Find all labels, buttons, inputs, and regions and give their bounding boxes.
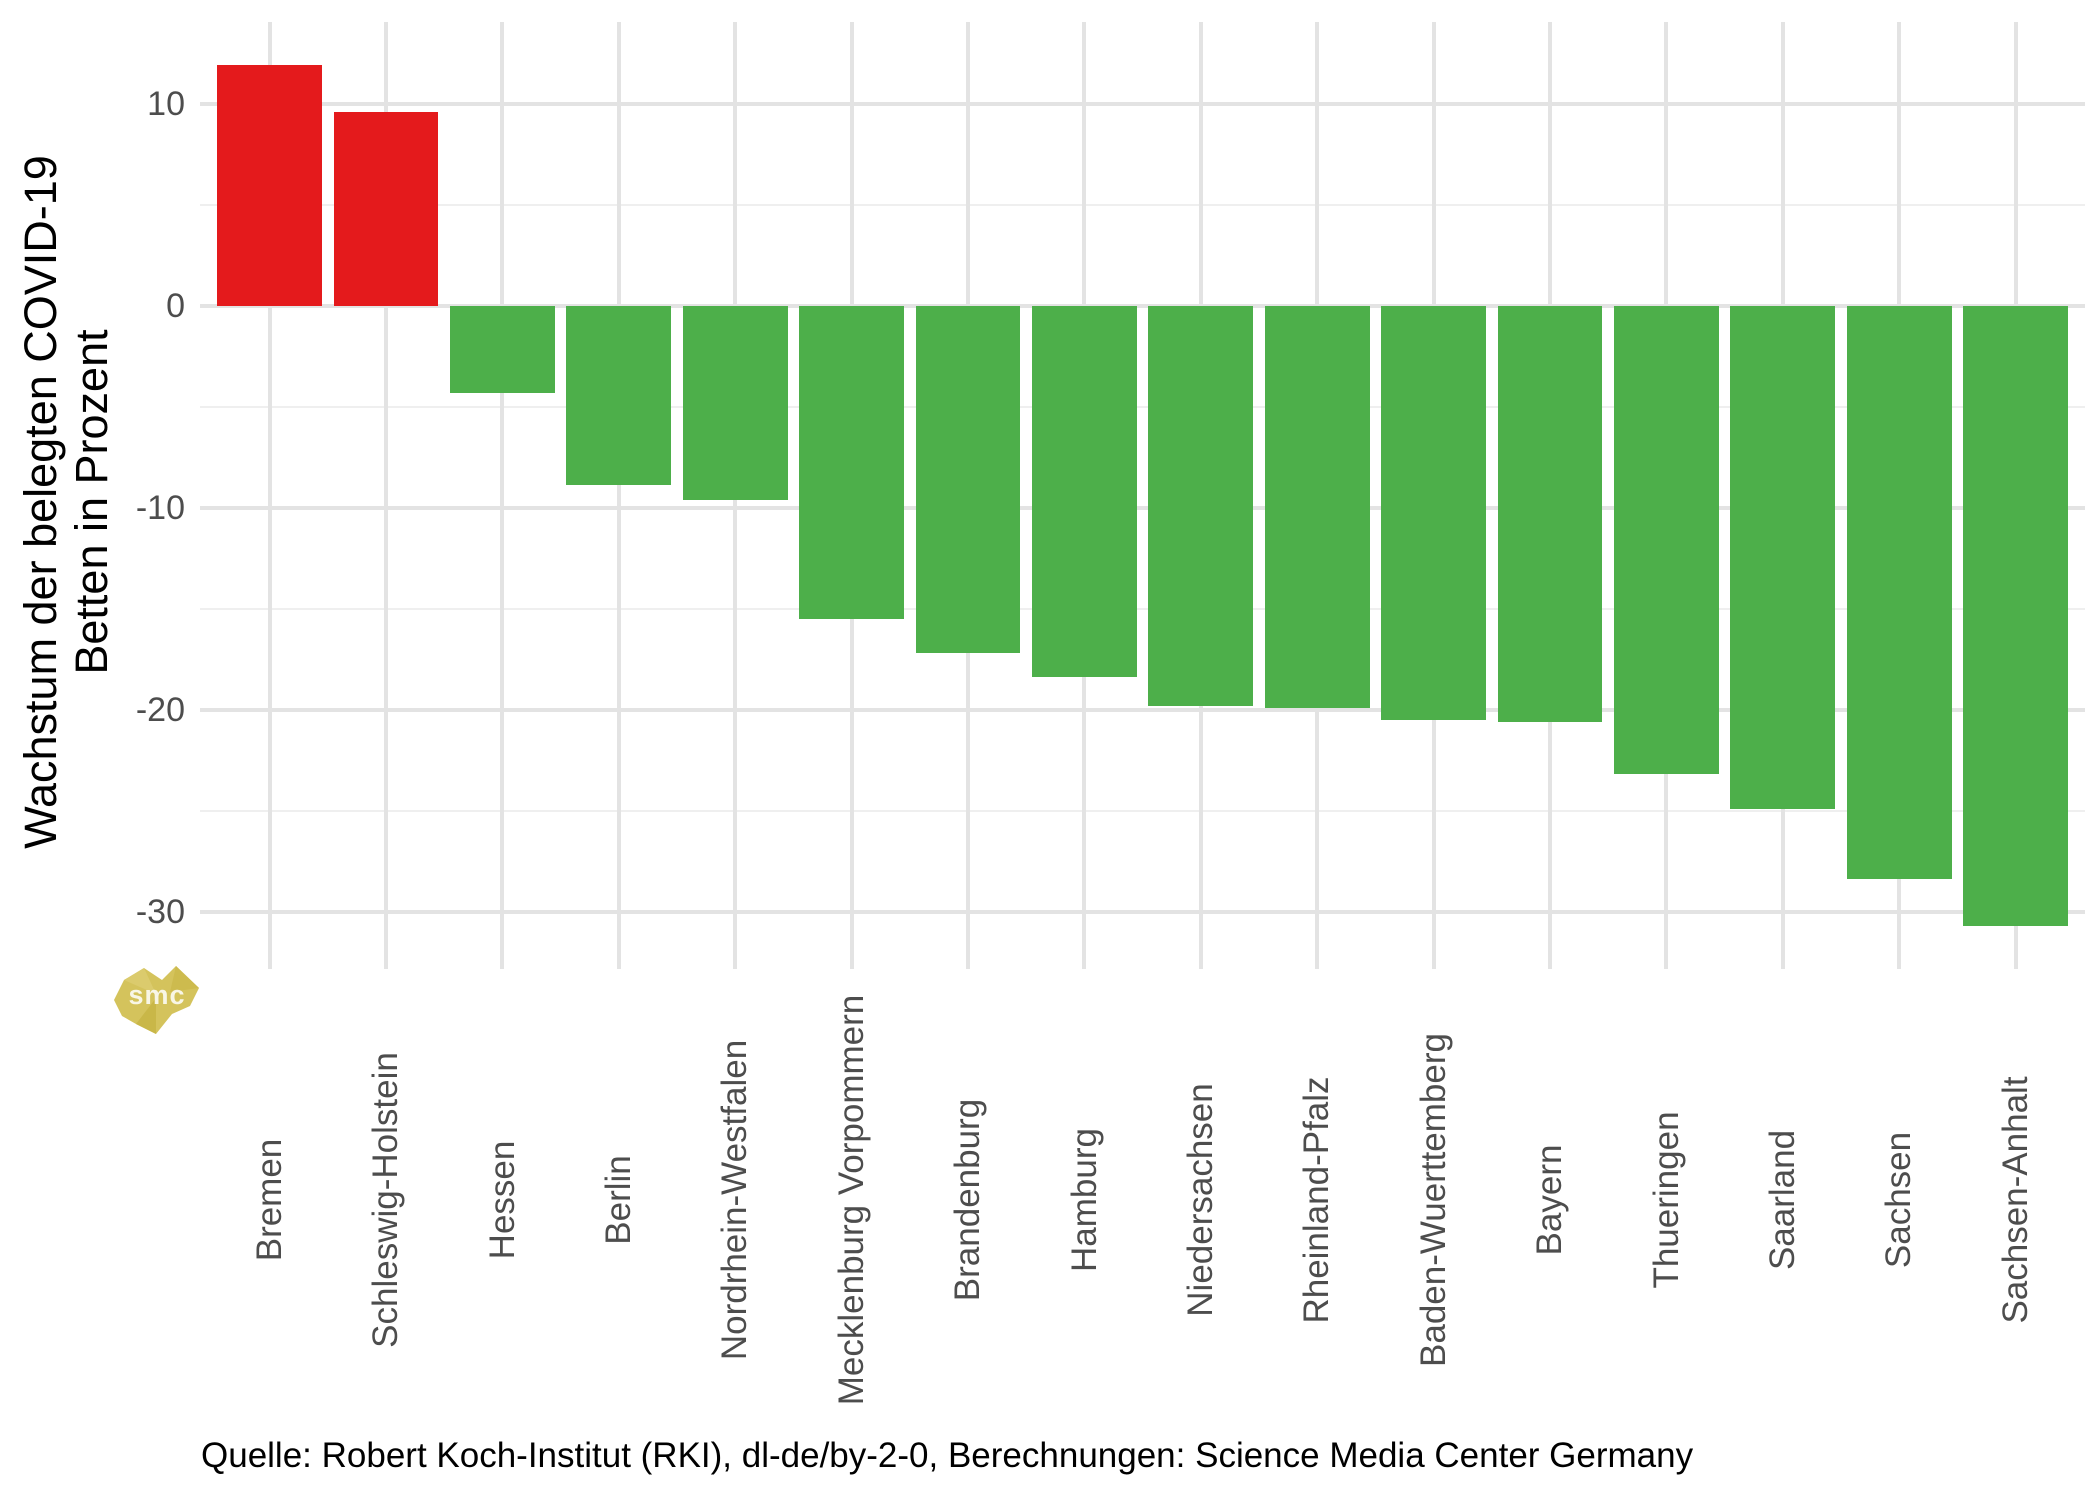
- bar-Thueringen: [1614, 305, 1719, 775]
- bar-Sachsen-Anhalt: [1963, 305, 2069, 926]
- x-category-label: Bayern: [1530, 1144, 1570, 1256]
- minor-gridline: [199, 607, 2086, 610]
- bar-Bremen: [217, 65, 323, 306]
- x-category-label: Baden-Wuerttemberg: [1413, 1033, 1453, 1367]
- x-category-label: Saarland: [1762, 1129, 1802, 1271]
- category-gridline: [384, 22, 389, 969]
- x-category-label: Rheinland-Pfalz: [1297, 1076, 1337, 1324]
- y-tick-label: 10: [147, 84, 185, 123]
- category-gridline: [267, 22, 272, 969]
- minor-gridline: [199, 809, 2086, 812]
- bar-Hamburg: [1032, 305, 1137, 678]
- minor-gridline: [199, 203, 2086, 206]
- bar-Saarland: [1730, 305, 1836, 809]
- bar-Hessen: [450, 305, 555, 393]
- y-tick-label: 0: [166, 286, 185, 325]
- bar-Brandenburg: [915, 305, 1021, 654]
- x-category-label: Mecklenburg Vorpommern: [831, 994, 871, 1406]
- smc-logo-facet: [170, 966, 199, 992]
- x-category-label: Schleswig-Holstein: [366, 1052, 406, 1348]
- bar-Baden-Wuerttemberg: [1381, 305, 1487, 720]
- x-category-label: Nordrhein-Westfalen: [715, 1039, 755, 1361]
- x-category-label: Bremen: [249, 1138, 289, 1262]
- bar-Nordrhein-Westfalen: [682, 305, 788, 500]
- x-category-label: Sachsen-Anhalt: [1995, 1076, 2035, 1324]
- bar-Sachsen: [1846, 305, 1952, 880]
- major-gridline: [199, 909, 2086, 914]
- x-category-label: Hamburg: [1064, 1128, 1104, 1272]
- major-gridline: [199, 505, 2086, 510]
- x-category-label: Niedersachsen: [1180, 1083, 1220, 1317]
- bar-Niedersachsen: [1148, 305, 1254, 706]
- major-gridline: [199, 707, 2086, 712]
- bar-Mecklenburg Vorpommern: [799, 305, 905, 619]
- smc-logo-watermark: smc: [114, 966, 199, 1034]
- smc-logo-text: smc: [128, 980, 185, 1010]
- bar-Bayern: [1497, 305, 1603, 722]
- x-category-label: Thueringen: [1646, 1111, 1686, 1289]
- source-caption: Quelle: Robert Koch-Institut (RKI), dl-d…: [201, 1436, 1694, 1475]
- y-axis-title-line-1: Wachstum der belegten COVID-19: [15, 155, 66, 849]
- plot-panel: [199, 22, 2086, 969]
- x-category-label: Hessen: [482, 1140, 522, 1260]
- y-axis-title-line-2: Betten in Prozent: [66, 329, 117, 675]
- x-category-label: Berlin: [598, 1155, 638, 1245]
- major-gridline: [199, 303, 2086, 308]
- major-gridline: [199, 101, 2086, 106]
- category-gridline: [616, 22, 621, 969]
- category-gridline: [500, 22, 505, 969]
- x-category-label: Sachsen: [1879, 1131, 1919, 1269]
- y-axis-tick-labels: 10 0 -10 -20 -30: [0, 0, 185, 1499]
- bar-Berlin: [566, 305, 672, 486]
- y-tick-label: -20: [135, 690, 185, 729]
- bar-Rheinland-Pfalz: [1264, 305, 1370, 708]
- y-tick-label: -10: [135, 488, 185, 527]
- minor-gridline: [199, 405, 2086, 408]
- smc-logo-facet: [136, 998, 156, 1034]
- y-tick-label: -30: [135, 892, 185, 931]
- x-category-label: Brandenburg: [948, 1098, 988, 1302]
- bar-Schleswig-Holstein: [333, 111, 439, 306]
- smc-logo-facet: [124, 968, 156, 994]
